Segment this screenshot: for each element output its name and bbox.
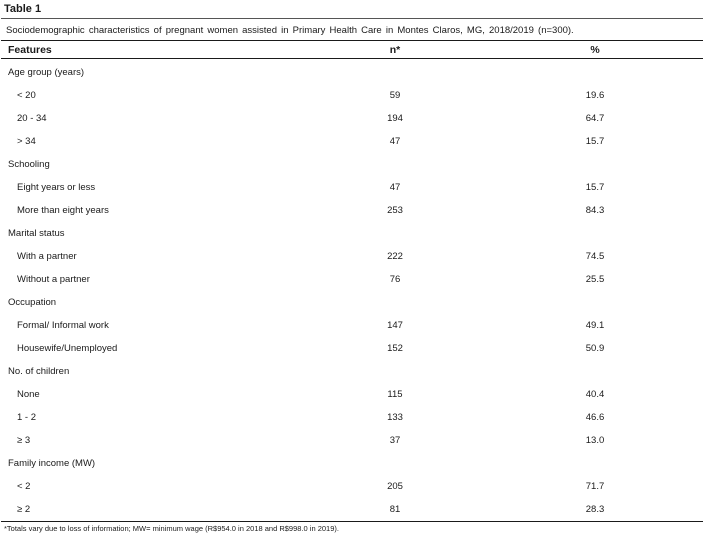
table-row: > 34 47 15.7	[0, 129, 704, 152]
table-group-row: Age group (years)	[0, 60, 704, 83]
row-n-value: 59	[389, 90, 401, 101]
table-row: None 115 40.4	[0, 382, 704, 405]
table-row: < 2 205 71.7	[0, 474, 704, 497]
table-header-row: Features n* %	[0, 42, 704, 58]
row-percent-value: 15.7	[585, 136, 605, 147]
row-percent-value: 71.7	[585, 481, 605, 492]
table-footnote: *Totals vary due to loss of information;…	[4, 524, 339, 533]
row-label: Schooling	[8, 159, 50, 170]
row-n-value: 147	[387, 320, 403, 331]
row-label: Age group (years)	[8, 67, 85, 78]
row-percent-value: 84.3	[585, 205, 605, 216]
table-row: Without a partner 76 25.5	[0, 267, 704, 290]
row-percent-value: 25.5	[585, 274, 605, 285]
header-bottom-rule	[1, 58, 703, 59]
table-caption: Sociodemographic characteristics of preg…	[6, 25, 574, 36]
row-n-value: 47	[389, 182, 401, 193]
table-group-row: Schooling	[0, 152, 704, 175]
table-row: More than eight years 253 84.3	[0, 198, 704, 221]
table-group-row: Occupation	[0, 290, 704, 313]
row-n-value: 133	[387, 412, 403, 423]
row-label: ≥ 3	[17, 435, 31, 446]
table-row: 20 - 34 194 64.7	[0, 106, 704, 129]
row-label: Housewife/Unemployed	[17, 343, 118, 354]
table-label: Table 1	[4, 3, 42, 15]
table-row: Housewife/Unemployed 152 50.9	[0, 336, 704, 359]
row-percent-value: 13.0	[585, 435, 605, 446]
row-label: Formal/ Informal work	[17, 320, 109, 331]
row-label: > 34	[17, 136, 36, 147]
row-n-value: 47	[389, 136, 401, 147]
row-label: Family income (MW)	[8, 458, 96, 469]
header-features: Features	[8, 44, 52, 56]
row-label: ≥ 2	[17, 504, 31, 515]
row-label: < 20	[17, 90, 36, 101]
row-percent-value: 50.9	[585, 343, 605, 354]
row-n-value: 253	[387, 205, 403, 216]
table-group-row: Family income (MW)	[0, 451, 704, 474]
row-label: < 2	[17, 481, 31, 492]
row-percent-value: 74.5	[585, 251, 605, 262]
row-label: None	[17, 389, 40, 400]
row-n-value: 115	[387, 389, 403, 400]
row-percent-value: 15.7	[585, 182, 605, 193]
row-n-value: 194	[387, 113, 403, 124]
table-row: With a partner 222 74.5	[0, 244, 704, 267]
row-label: Eight years or less	[17, 182, 96, 193]
row-percent-value: 19.6	[585, 90, 605, 101]
row-percent-value: 40.4	[585, 389, 605, 400]
row-percent-value: 49.1	[585, 320, 605, 331]
table-row: Formal/ Informal work 147 49.1	[0, 313, 704, 336]
table-group-row: No. of children	[0, 359, 704, 382]
row-n-value: 152	[387, 343, 403, 354]
bottom-rule	[1, 521, 703, 522]
header-percent: %	[590, 44, 600, 56]
row-label: With a partner	[17, 251, 77, 262]
row-percent-value: 46.6	[585, 412, 605, 423]
top-rule	[1, 18, 703, 19]
row-label: Marital status	[8, 228, 65, 239]
header-top-rule	[1, 40, 703, 41]
header-n: n*	[389, 44, 401, 56]
row-label: 1 - 2	[17, 412, 37, 423]
table-body: Age group (years) < 20 59 19.6 20 - 34 194 64.…	[0, 60, 704, 520]
table-row: ≥ 3 37 13.0	[0, 428, 704, 451]
row-label: No. of children	[8, 366, 70, 377]
row-n-value: 81	[389, 504, 401, 515]
row-n-value: 205	[387, 481, 403, 492]
row-label: 20 - 34	[17, 113, 47, 124]
row-label: More than eight years	[17, 205, 109, 216]
row-n-value: 37	[389, 435, 401, 446]
row-n-value: 222	[387, 251, 403, 262]
table-row: Eight years or less 47 15.7	[0, 175, 704, 198]
row-percent-value: 64.7	[585, 113, 605, 124]
table-row: 1 - 2 133 46.6	[0, 405, 704, 428]
row-percent-value: 28.3	[585, 504, 605, 515]
row-n-value: 76	[389, 274, 401, 285]
table-group-row: Marital status	[0, 221, 704, 244]
row-label: Without a partner	[17, 274, 90, 285]
row-label: Occupation	[8, 297, 57, 308]
table-row: < 20 59 19.6	[0, 83, 704, 106]
table-row: ≥ 2 81 28.3	[0, 497, 704, 520]
